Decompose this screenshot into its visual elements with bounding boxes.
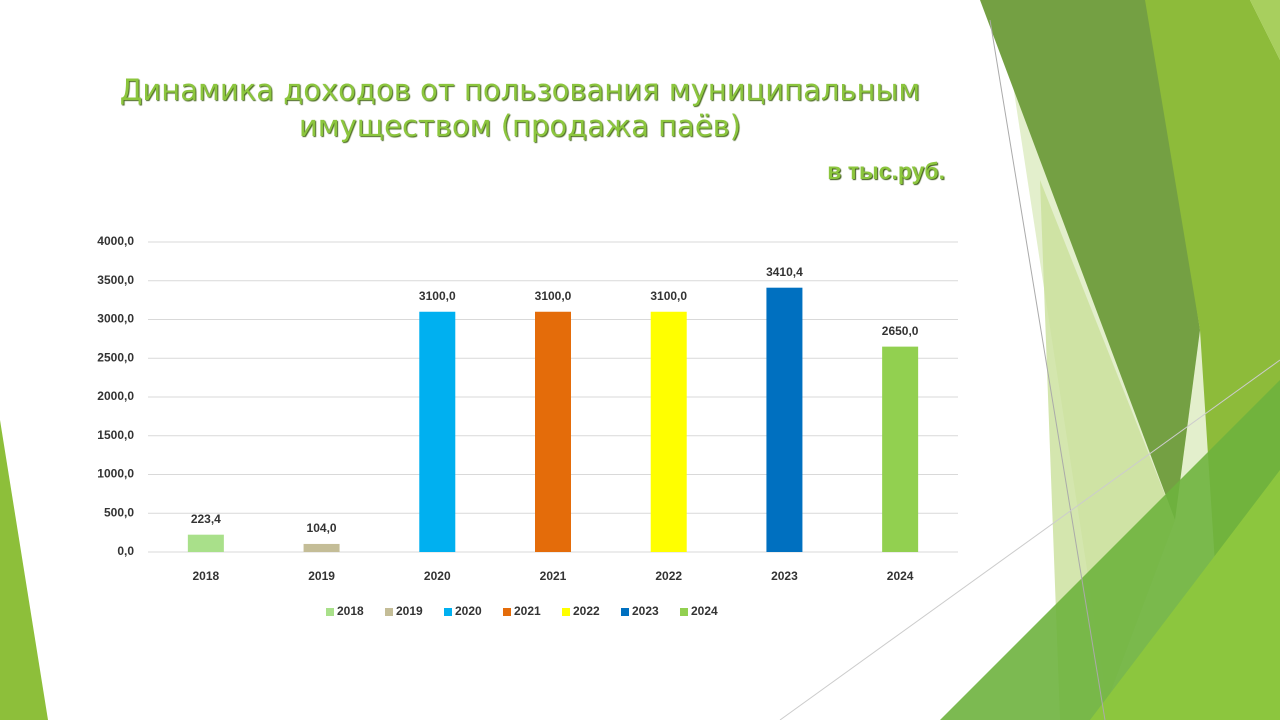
x-tick-label: 2024 (887, 569, 914, 583)
y-tick-label: 4000,0 (97, 234, 134, 248)
value-label: 3100,0 (535, 289, 572, 303)
legend-swatch (326, 608, 334, 616)
y-tick-label: 1000,0 (97, 467, 134, 481)
legend-swatch (621, 608, 629, 616)
y-tick-label: 3500,0 (97, 273, 134, 287)
bar (419, 311, 456, 552)
legend-label: 2019 (396, 604, 423, 618)
chart-subtitle: в тыс.руб. (827, 158, 945, 184)
legend-label: 2023 (632, 604, 659, 618)
x-tick-label: 2019 (308, 569, 335, 583)
value-label: 104,0 (307, 521, 337, 535)
legend-label: 2022 (573, 604, 600, 618)
legend-label: 2024 (691, 604, 718, 618)
legend-swatch (562, 608, 570, 616)
value-label: 2650,0 (882, 324, 919, 338)
value-label: 223,4 (191, 512, 221, 526)
value-label: 3410,4 (766, 265, 803, 279)
shape (980, 0, 1200, 520)
bar (535, 311, 571, 552)
value-label: 3100,0 (650, 289, 687, 303)
y-tick-label: 3000,0 (97, 312, 134, 326)
legend-swatch (503, 608, 511, 616)
legend-swatch (385, 608, 393, 616)
bar (650, 311, 687, 552)
bar (882, 346, 919, 552)
y-tick-label: 500,0 (104, 505, 134, 519)
y-tick-label: 0,0 (117, 544, 134, 558)
x-tick-label: 2018 (193, 569, 220, 583)
shape (1090, 470, 1280, 720)
y-tick-label: 2000,0 (97, 389, 134, 403)
legend-label: 2020 (455, 604, 482, 618)
shape (779, 359, 1280, 720)
legend-swatch (444, 608, 452, 616)
shape (1250, 0, 1280, 60)
bar (187, 534, 224, 552)
value-label: 3100,0 (419, 289, 456, 303)
legend-swatch (680, 608, 688, 616)
x-tick-label: 2021 (540, 569, 567, 583)
legend-label: 2021 (514, 604, 541, 618)
y-tick-label: 1500,0 (97, 428, 134, 442)
shape (989, 19, 1106, 720)
legend-label: 2018 (337, 604, 364, 618)
shape (0, 420, 48, 720)
chart-title: Динамика доходов от пользования муниципа… (119, 73, 921, 143)
x-tick-label: 2022 (655, 569, 682, 583)
bar (303, 543, 340, 552)
x-tick-label: 2023 (771, 569, 798, 583)
x-tick-label: 2020 (424, 569, 451, 583)
y-tick-label: 2500,0 (97, 350, 134, 364)
bar (766, 287, 803, 552)
